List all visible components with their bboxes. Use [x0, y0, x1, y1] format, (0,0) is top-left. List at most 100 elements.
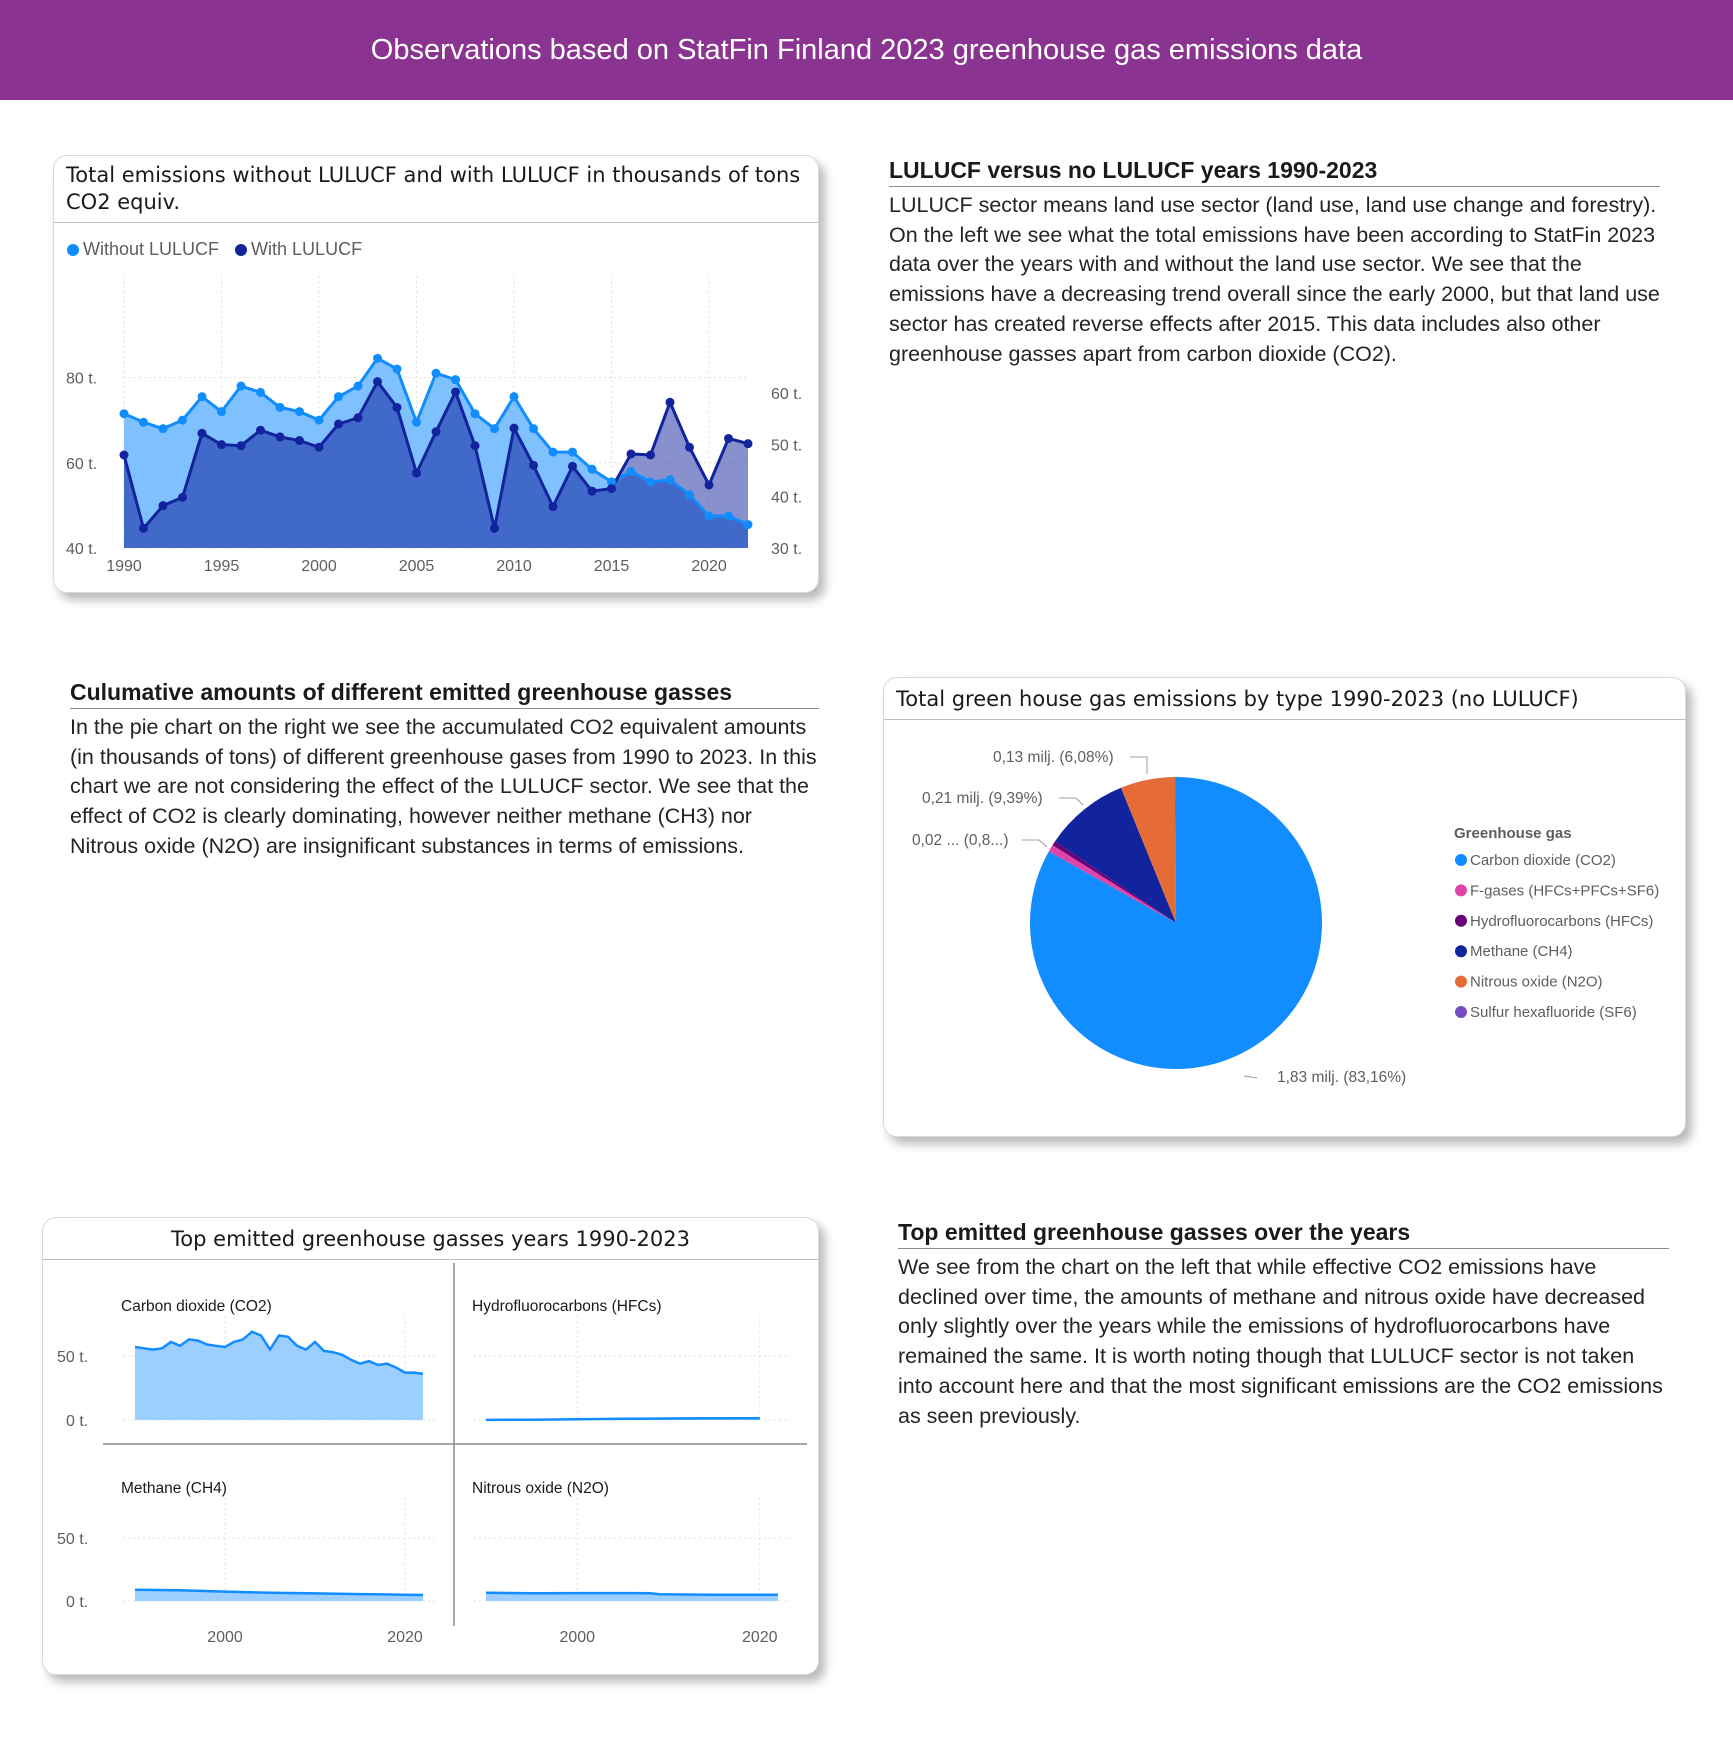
point-without-lulucf: [256, 387, 265, 397]
y-right-tick-label: 30 t.: [771, 541, 802, 558]
lulucf-heading: LULUCF versus no LULUCF years 1990-2023: [889, 157, 1660, 187]
point-without-lulucf: [217, 407, 226, 417]
x-tick-label: 2000: [207, 1629, 243, 1646]
panel-title: Nitrous oxide (N2O): [472, 1480, 609, 1497]
small-multiples-plot[interactable]: Carbon dioxide (CO2) 50 t. 0 t. Hydrofluoro…: [43, 1218, 818, 1674]
point-without-lulucf: [470, 409, 480, 419]
point-with-lulucf: [646, 450, 655, 460]
point-with-lulucf: [158, 501, 168, 511]
area-chart-plot[interactable]: 40 t. 60 t. 80 t. 30 t. 40 t. 50 t. 60 t. 1990 1…: [54, 156, 818, 592]
lulucf-text-block: LULUCF versus no LULUCF years 1990-2023 …: [889, 157, 1660, 369]
legend-dot-icon: [1455, 914, 1467, 927]
pie-chart-plot[interactable]: 1,83 milj. (83,16%) 0,02 ... (0,8...) 0,21…: [884, 678, 1685, 1136]
small-multiples-card[interactable]: Top emitted greenhouse gasses years 1990…: [42, 1217, 819, 1675]
point-with-lulucf: [529, 460, 538, 470]
point-with-lulucf: [724, 433, 733, 443]
point-without-lulucf: [178, 415, 187, 425]
pie-slice: [1048, 845, 1176, 923]
cumulative-text-block: Culumative amounts of different emitted …: [70, 679, 819, 862]
point-with-lulucf: [295, 436, 304, 446]
point-with-lulucf: [665, 397, 675, 407]
point-with-lulucf: [197, 428, 207, 438]
legend-dot-icon: [1455, 854, 1467, 866]
point-without-lulucf: [685, 490, 694, 500]
lulucf-body: LULUCF sector means land use sector (lan…: [889, 193, 1660, 366]
x-tick-label: 2010: [496, 558, 532, 575]
panel-line: [485, 1417, 760, 1422]
point-without-lulucf: [412, 417, 421, 427]
panel-title: Carbon dioxide (CO2): [121, 1298, 272, 1315]
pie-data-label: 0,13 milj. (6,08%): [993, 749, 1114, 766]
point-with-lulucf: [373, 377, 382, 387]
point-without-lulucf: [334, 392, 343, 402]
pie-legend-label: Sulfur hexafluoride (SF6): [1470, 1004, 1637, 1021]
x-tick-label: 1990: [106, 558, 142, 575]
point-with-lulucf: [412, 468, 421, 478]
point-without-lulucf: [646, 477, 655, 487]
point-with-lulucf: [334, 419, 343, 429]
pie-slice: [1029, 777, 1322, 1069]
pie-legend-label: Hydrofluorocarbons (HFCs): [1470, 913, 1653, 930]
pie-slice: [1055, 787, 1176, 923]
point-with-lulucf: [217, 440, 226, 450]
point-without-lulucf: [509, 392, 519, 402]
panel-title: Methane (CH4): [121, 1480, 227, 1497]
legend-label: Without LULUCF: [83, 239, 220, 259]
legend-dot-icon: [1455, 945, 1467, 958]
legend-dot-icon: [67, 243, 79, 256]
point-with-lulucf: [685, 442, 694, 452]
y-right-tick-label: 40 t.: [771, 489, 802, 506]
point-without-lulucf: [392, 364, 402, 374]
pie-data-label: 0,21 milj. (9,39%): [922, 790, 1043, 807]
point-without-lulucf: [548, 447, 558, 457]
pie-leader-line: [1022, 839, 1048, 848]
pie-legend-title: Greenhouse gas: [1454, 825, 1572, 842]
legend-item-with-lulucf[interactable]: With LULUCF: [235, 239, 362, 260]
pie-data-label: 1,83 milj. (83,16%): [1277, 1069, 1406, 1086]
y-tick-label: 0 t.: [66, 1413, 88, 1430]
point-with-lulucf: [587, 486, 597, 496]
pie-chart-card[interactable]: Total green house gas emissions by type …: [883, 677, 1686, 1137]
panel-line: [134, 1330, 424, 1376]
legend-dot-icon: [1455, 1006, 1467, 1018]
x-tick-label: 2020: [742, 1629, 778, 1646]
pie-legend-label: F-gases (HFCs+PFCs+SF6): [1470, 882, 1659, 899]
point-without-lulucf: [314, 415, 324, 425]
y-right-tick-label: 50 t.: [771, 438, 802, 455]
point-without-lulucf: [587, 464, 597, 474]
point-with-lulucf: [470, 441, 480, 451]
y-tick-label: 0 t.: [66, 1594, 88, 1611]
area-chart-title: Total emissions without LULUCF and with …: [54, 156, 818, 223]
top-gasses-body: We see from the chart on the left that w…: [898, 1255, 1663, 1428]
point-without-lulucf: [373, 353, 382, 363]
point-without-lulucf: [529, 424, 538, 434]
cumulative-body: In the pie chart on the right we see the…: [70, 715, 817, 858]
cumulative-heading: Culumative amounts of different emitted …: [70, 679, 819, 709]
point-with-lulucf: [490, 523, 499, 533]
legend-item-without-lulucf[interactable]: Without LULUCF: [67, 239, 219, 260]
area-chart-card[interactable]: Total emissions without LULUCF and with …: [53, 155, 819, 593]
point-without-lulucf: [704, 511, 714, 521]
point-with-lulucf: [451, 387, 460, 397]
x-tick-label: 2015: [594, 558, 630, 575]
point-without-lulucf: [626, 466, 636, 476]
y-tick-label: 50 t.: [57, 1531, 88, 1548]
y-left-tick-label: 80 t.: [66, 371, 97, 388]
point-without-lulucf: [353, 381, 363, 391]
top-gasses-heading: Top emitted greenhouse gasses over the y…: [898, 1219, 1669, 1249]
legend-dot-icon: [1455, 975, 1467, 988]
point-with-lulucf: [743, 439, 753, 449]
panel-line: [134, 1588, 424, 1597]
point-with-lulucf: [236, 441, 246, 451]
point-without-lulucf: [724, 511, 733, 521]
point-without-lulucf: [197, 392, 207, 402]
point-without-lulucf: [139, 417, 148, 427]
y-left-tick-label: 40 t.: [66, 541, 97, 558]
panel-area: [135, 1331, 423, 1420]
pie-data-label: 0,02 ... (0,8...): [912, 832, 1009, 849]
point-without-lulucf: [490, 424, 499, 434]
point-with-lulucf: [509, 423, 519, 433]
small-multiples-title: Top emitted greenhouse gasses years 1990…: [43, 1218, 818, 1260]
legend-label: With LULUCF: [251, 239, 363, 259]
x-tick-label: 2005: [399, 558, 435, 575]
